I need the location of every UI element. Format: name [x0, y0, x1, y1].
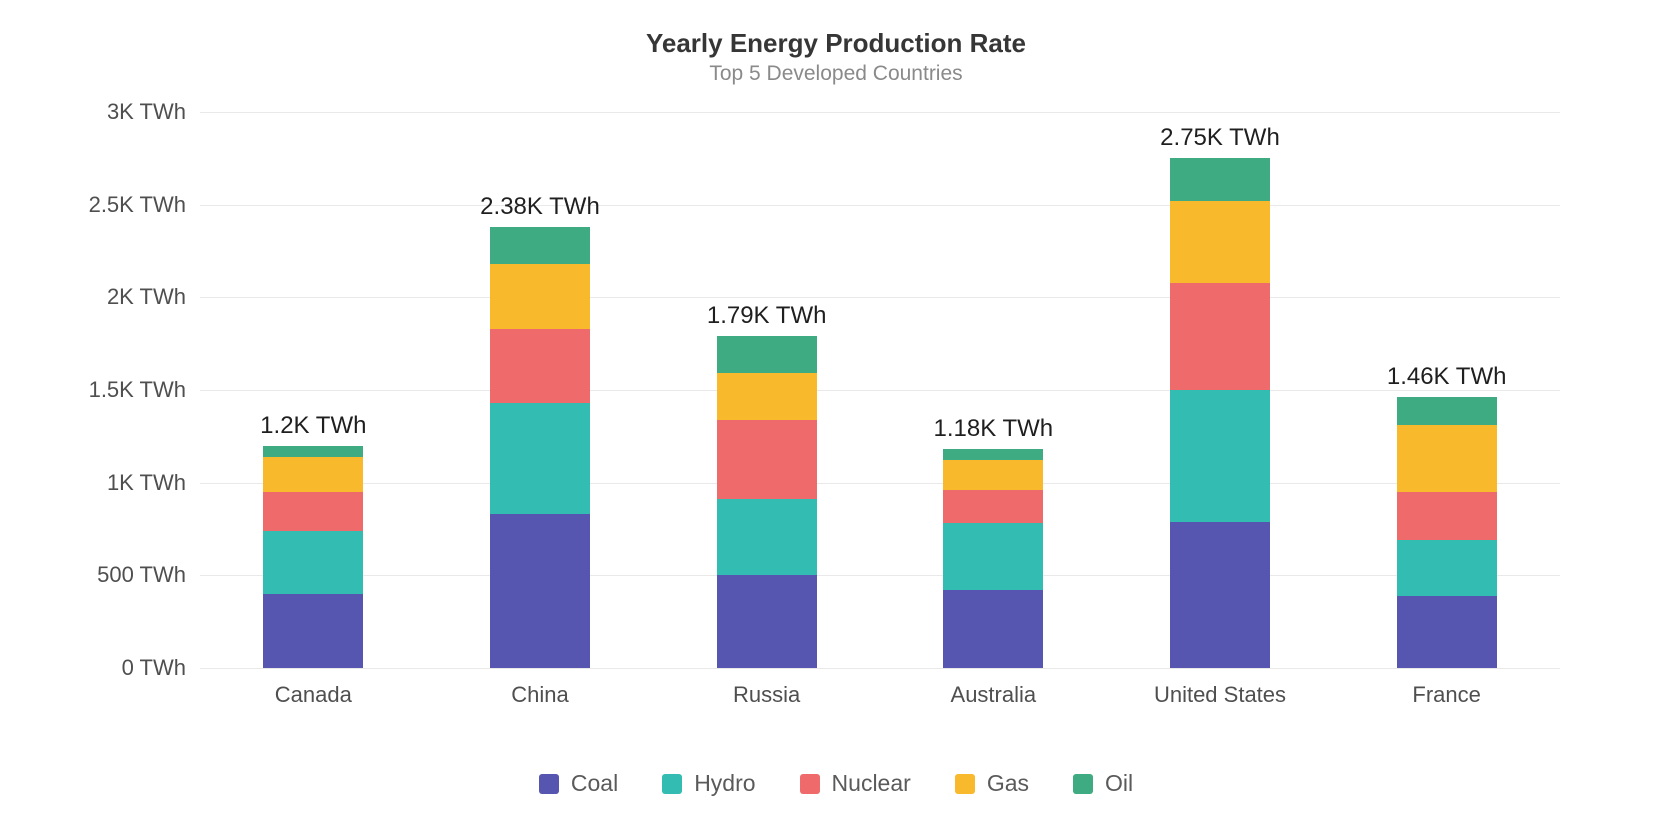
bar-group: 1.79K TWhRussia [717, 112, 817, 668]
x-tick-label: Russia [733, 682, 800, 708]
legend-item-hydro[interactable]: Hydro [662, 770, 755, 797]
legend-swatch [1073, 774, 1093, 794]
bar-total-label: 2.75K TWh [1160, 124, 1280, 152]
bar-segment-nuclear [490, 329, 590, 403]
x-tick-label: China [511, 682, 568, 708]
chart-title: Yearly Energy Production Rate [0, 28, 1672, 59]
bar-segment-gas [943, 460, 1043, 490]
gridline [200, 483, 1560, 484]
bar-segment-hydro [943, 523, 1043, 590]
legend-swatch [955, 774, 975, 794]
bar-segment-oil [490, 227, 590, 264]
bar-segment-oil [1397, 397, 1497, 425]
bar-segment-hydro [490, 403, 590, 514]
y-tick-label: 0 TWh [122, 655, 186, 681]
bar-group: 1.46K TWhFrance [1397, 112, 1497, 668]
y-tick-label: 2K TWh [107, 284, 186, 310]
legend-item-nuclear[interactable]: Nuclear [800, 770, 911, 797]
legend: Coal Hydro Nuclear Gas Oil [0, 770, 1672, 797]
bar-segment-nuclear [717, 420, 817, 500]
bar-total-label: 1.18K TWh [934, 415, 1054, 443]
bar-segment-hydro [717, 499, 817, 575]
bar-segment-gas [1397, 425, 1497, 492]
bar-segment-gas [717, 373, 817, 419]
bar-segment-nuclear [263, 492, 363, 531]
bar-group: 2.75K TWhUnited States [1170, 112, 1270, 668]
legend-label: Coal [571, 770, 618, 797]
bar-segment-hydro [263, 531, 363, 594]
bar-segment-nuclear [1170, 283, 1270, 390]
legend-item-gas[interactable]: Gas [955, 770, 1029, 797]
legend-swatch [539, 774, 559, 794]
bar-total-label: 1.2K TWh [260, 412, 366, 440]
legend-label: Nuclear [832, 770, 911, 797]
bar-group: 2.38K TWhChina [490, 112, 590, 668]
y-tick-label: 1K TWh [107, 470, 186, 496]
bar-segment-coal [1397, 596, 1497, 668]
gridline [200, 112, 1560, 113]
bar-segment-coal [1170, 522, 1270, 668]
legend-label: Oil [1105, 770, 1133, 797]
legend-label: Hydro [694, 770, 755, 797]
y-tick-label: 2.5K TWh [89, 192, 186, 218]
bar-segment-gas [263, 457, 363, 492]
bar-group: 1.2K TWhCanada [263, 112, 363, 668]
legend-item-oil[interactable]: Oil [1073, 770, 1133, 797]
bar-segment-hydro [1397, 540, 1497, 596]
bar-segment-oil [943, 449, 1043, 460]
y-tick-label: 500 TWh [97, 562, 186, 588]
plot-area: 0 TWh500 TWh1K TWh1.5K TWh2K TWh2.5K TWh… [200, 112, 1560, 668]
legend-swatch [662, 774, 682, 794]
legend-item-coal[interactable]: Coal [539, 770, 618, 797]
gridline [200, 297, 1560, 298]
bar-segment-nuclear [1397, 492, 1497, 540]
gridline [200, 668, 1560, 669]
x-tick-label: Canada [275, 682, 352, 708]
bar-total-label: 1.79K TWh [707, 302, 827, 330]
bar-total-label: 1.46K TWh [1387, 363, 1507, 391]
gridline [200, 205, 1560, 206]
x-tick-label: France [1412, 682, 1480, 708]
bar-segment-coal [490, 514, 590, 668]
y-tick-label: 1.5K TWh [89, 377, 186, 403]
legend-label: Gas [987, 770, 1029, 797]
energy-chart: Yearly Energy Production Rate Top 5 Deve… [0, 0, 1672, 830]
x-tick-label: Australia [951, 682, 1037, 708]
x-tick-label: United States [1154, 682, 1286, 708]
bar-segment-coal [943, 590, 1043, 668]
bar-segment-coal [717, 575, 817, 668]
gridline [200, 575, 1560, 576]
bar-segment-nuclear [943, 490, 1043, 523]
bar-segment-hydro [1170, 390, 1270, 522]
bar-segment-oil [263, 446, 363, 457]
bar-segment-oil [717, 336, 817, 373]
legend-swatch [800, 774, 820, 794]
bar-group: 1.18K TWhAustralia [943, 112, 1043, 668]
bar-segment-oil [1170, 158, 1270, 201]
y-tick-label: 3K TWh [107, 99, 186, 125]
bar-segment-coal [263, 594, 363, 668]
bar-total-label: 2.38K TWh [480, 193, 600, 221]
bar-segment-gas [490, 264, 590, 329]
bar-segment-gas [1170, 201, 1270, 283]
chart-subtitle: Top 5 Developed Countries [0, 62, 1672, 86]
gridline [200, 390, 1560, 391]
